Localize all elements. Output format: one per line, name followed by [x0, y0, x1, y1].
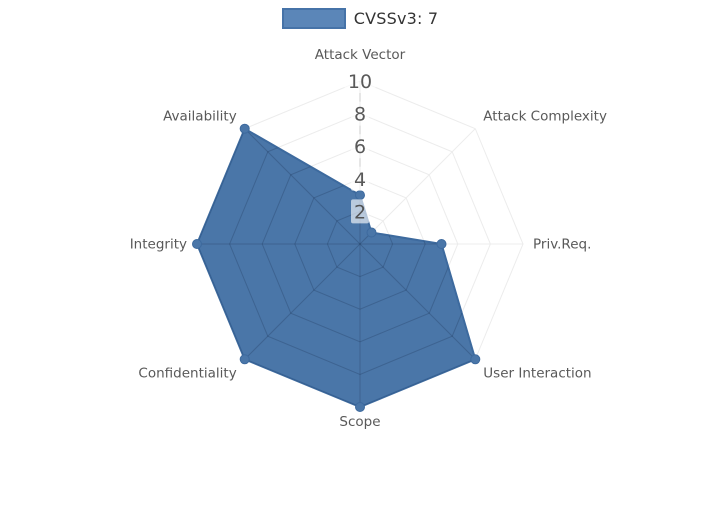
radial-tick-chip — [344, 69, 376, 93]
axis-label-confidentiality: Confidentiality — [138, 365, 236, 381]
axis-label-attack-complexity: Attack Complexity — [483, 109, 607, 125]
axis-label-integrity: Integrity — [130, 237, 187, 253]
axis-label-priv-req: Priv.Req. — [533, 237, 591, 253]
axis-label-attack-vector: Attack Vector — [315, 47, 406, 63]
radial-tick-label: 6 — [354, 136, 366, 158]
grid-spoke — [359, 128, 476, 245]
grid-spoke — [244, 128, 361, 245]
legend-swatch-icon — [281, 8, 346, 29]
series-point-marker — [366, 227, 377, 238]
series-point-marker — [239, 354, 250, 365]
axis-label-user-interaction: User Interaction — [483, 365, 591, 381]
radial-tick-label: 4 — [354, 169, 366, 191]
grid-spoke — [359, 243, 476, 360]
radial-tick-chip — [351, 199, 369, 224]
series-point-marker — [470, 354, 481, 365]
axis-label-availability: Availability — [163, 109, 237, 125]
grid-ring — [197, 128, 476, 407]
series-point-marker — [239, 123, 250, 134]
series-point-marker — [355, 402, 365, 412]
radial-tick-label: 8 — [354, 104, 366, 126]
radial-tick-chip — [351, 101, 369, 126]
radial-tick-chip — [351, 134, 369, 159]
series-point-marker — [355, 190, 365, 201]
legend-label: CVSSv3: 7 — [353, 9, 439, 28]
axis-label-scope: Scope — [339, 414, 380, 430]
radial-tick-chip — [351, 166, 369, 191]
radial-tick-label: 10 — [348, 71, 372, 93]
radial-tick-label: 2 — [354, 201, 366, 223]
legend-item-cvssv3[interactable]: CVSSv3: 7 — [0, 8, 720, 29]
series-point-marker — [192, 239, 202, 249]
grid-spoke — [244, 243, 361, 360]
series-point-marker — [436, 239, 447, 249]
